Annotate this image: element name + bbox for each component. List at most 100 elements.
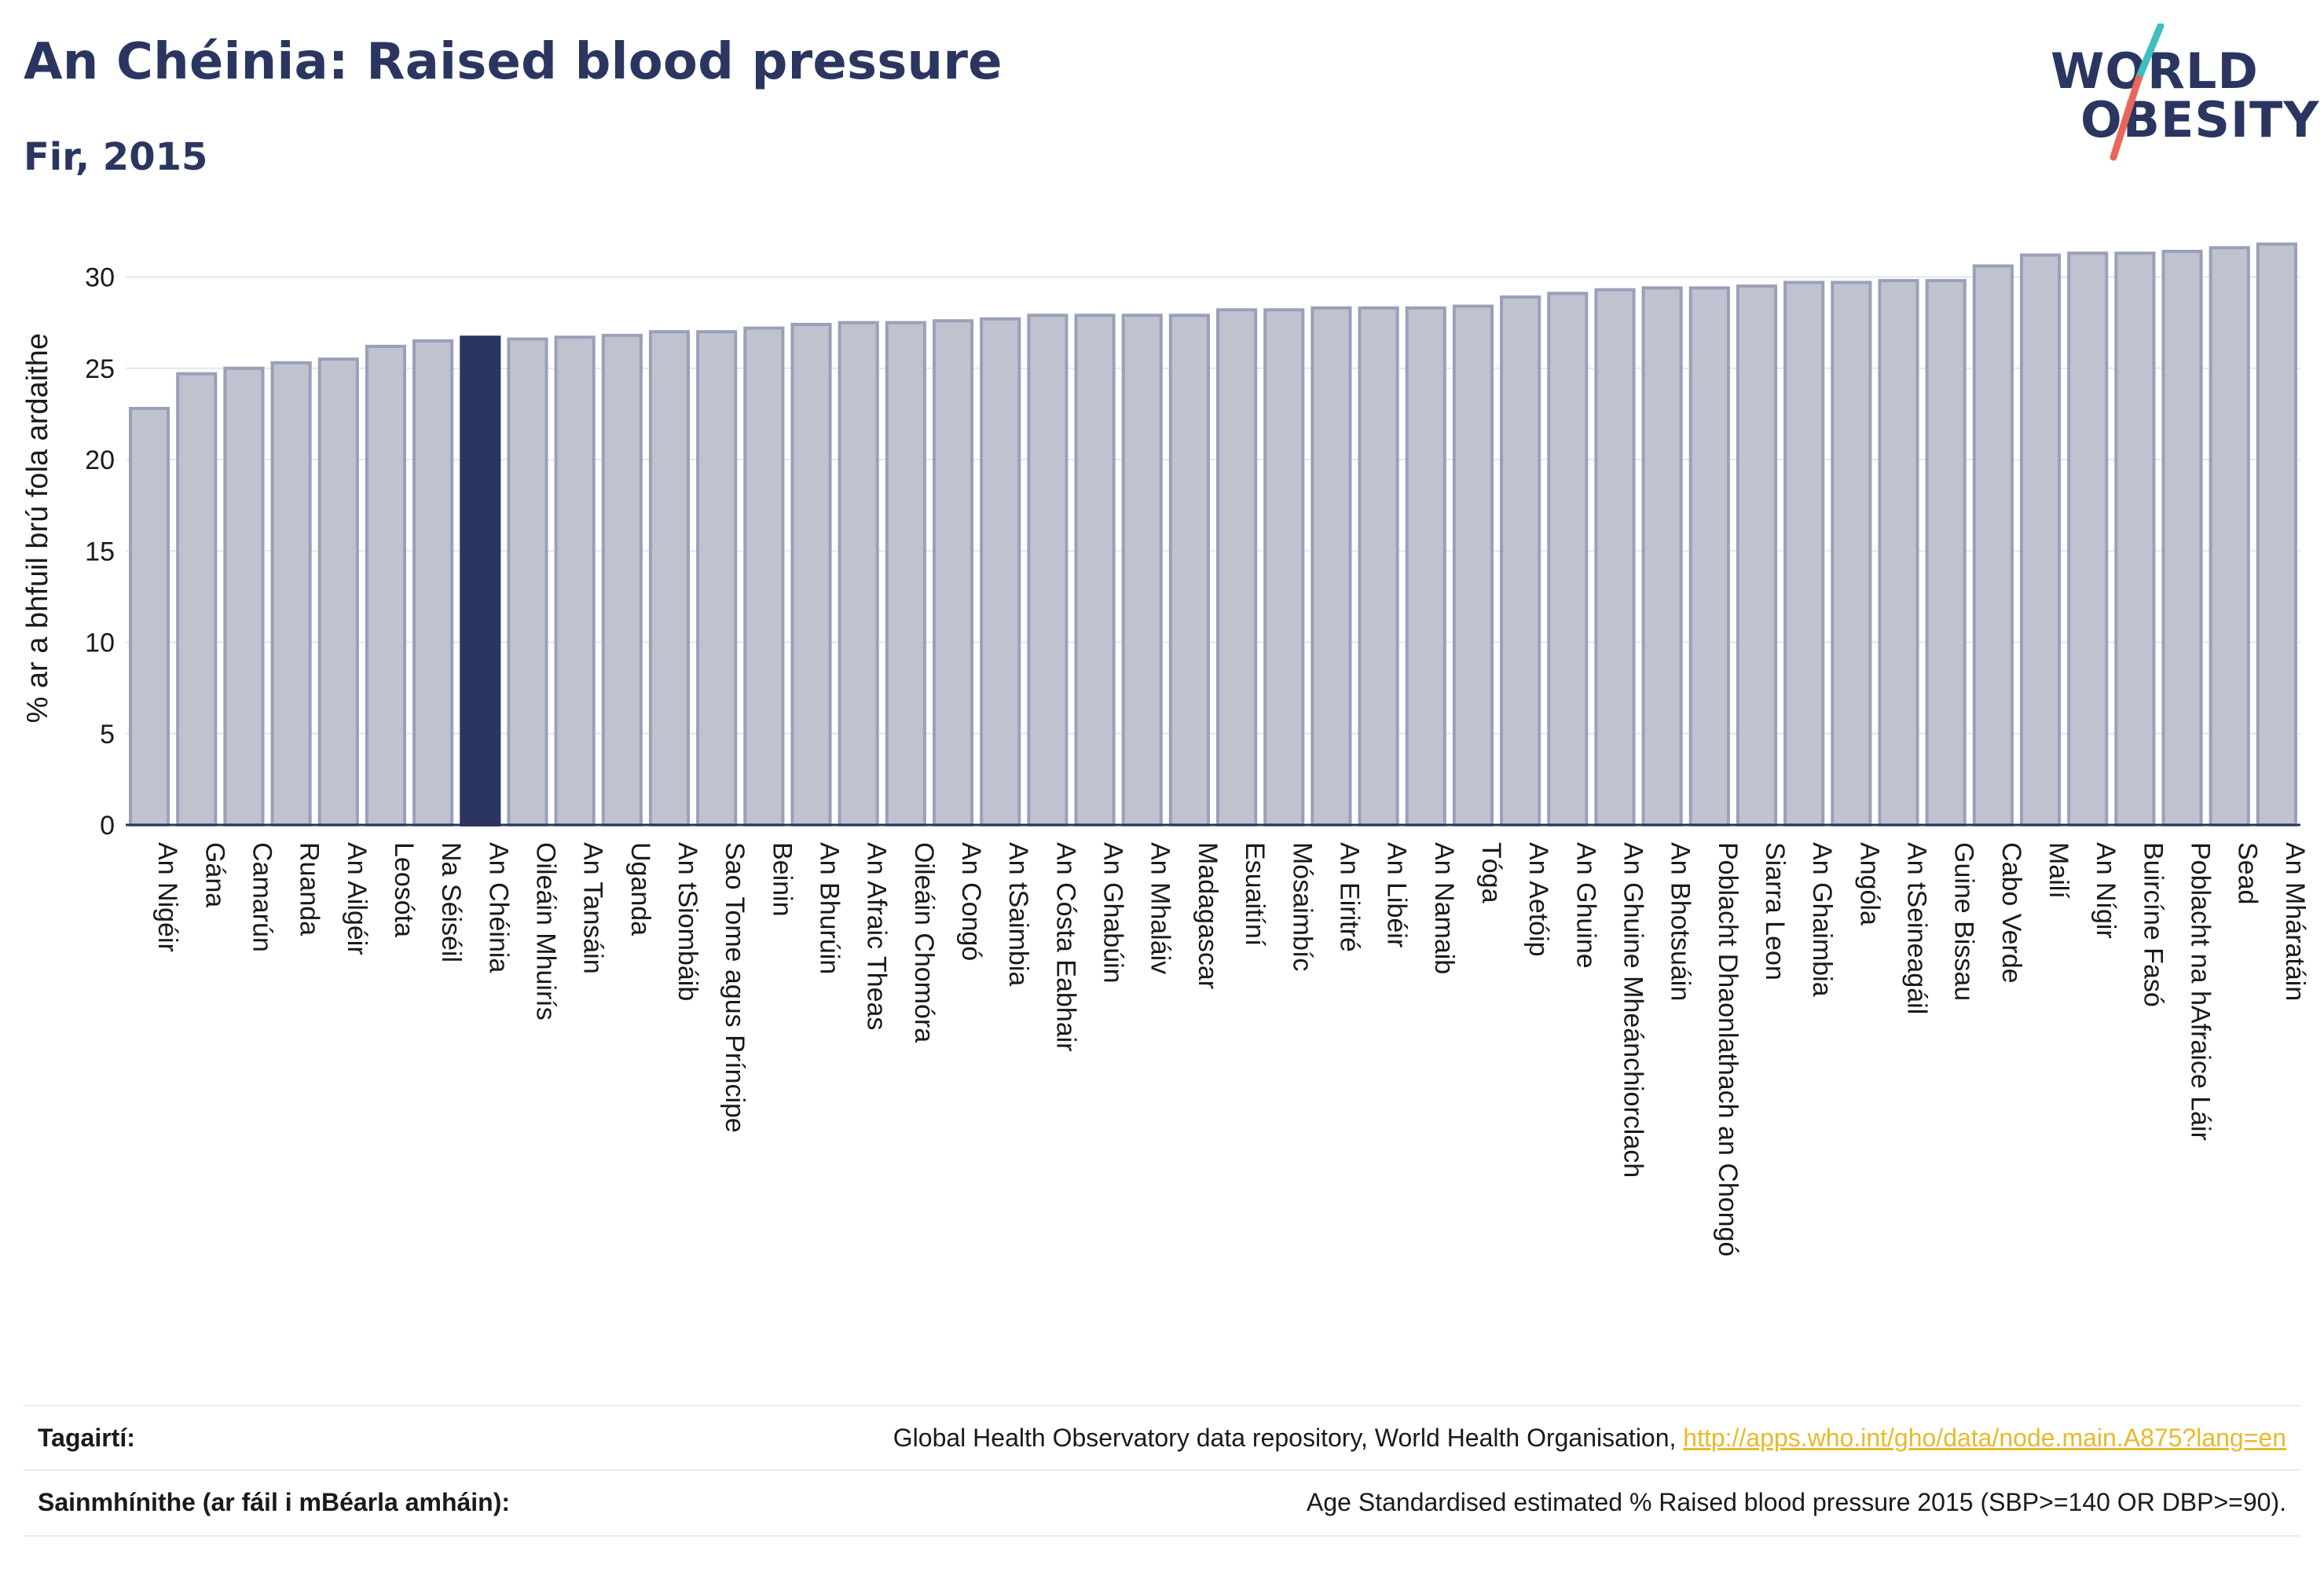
x-tick-label: An Namaib bbox=[1429, 842, 1459, 974]
bar bbox=[1027, 313, 1069, 826]
references-text: Global Health Observatory data repositor… bbox=[893, 1424, 1684, 1452]
definitions-text: Age Standardised estimated % Raised bloo… bbox=[1307, 1488, 2286, 1516]
bar bbox=[2114, 251, 2156, 826]
bar bbox=[507, 337, 548, 827]
x-tick-label: Leosóta bbox=[389, 842, 419, 937]
bar bbox=[554, 335, 596, 827]
bar-highlight bbox=[460, 335, 501, 827]
definitions-label: Sainmhínithe (ar fáil i mBéarla amháin): bbox=[38, 1488, 511, 1516]
bar bbox=[1547, 291, 1589, 827]
x-tick-label: An Ghuine Mheánchiorclach bbox=[1618, 842, 1648, 1178]
bar bbox=[1925, 279, 1967, 826]
bar bbox=[1688, 286, 1730, 826]
x-tick-label: Guine Bissau bbox=[1949, 842, 1979, 1001]
bar bbox=[743, 326, 785, 827]
bars bbox=[129, 242, 2297, 827]
bar bbox=[980, 317, 1021, 827]
references-value: Global Health Observatory data repositor… bbox=[893, 1424, 2286, 1453]
x-tick-label: An Mháratáin bbox=[2280, 842, 2310, 1001]
x-tick-label: An Congó bbox=[956, 842, 986, 961]
x-tick-label: Siarra Leon bbox=[1760, 842, 1790, 980]
bar bbox=[1783, 280, 1825, 827]
x-tick-label: An Cósta Eabhair bbox=[1050, 842, 1080, 1052]
references-row: Tagairtí: Global Health Observatory data… bbox=[24, 1405, 2300, 1471]
x-tick-label: Mailí bbox=[2044, 842, 2073, 899]
bar bbox=[317, 357, 359, 826]
x-tick-label: Na Séiséil bbox=[436, 842, 466, 962]
x-tick-label: An tSeineagáil bbox=[1902, 842, 1932, 1014]
chart-subtitle: Fir, 2015 bbox=[24, 135, 208, 179]
x-tick-label: An Tansáin bbox=[578, 842, 608, 974]
bar bbox=[1310, 306, 1352, 826]
x-tick-label: An Bhotsuáin bbox=[1666, 842, 1695, 1001]
x-tick-label: Angóla bbox=[1854, 842, 1884, 925]
bar bbox=[1405, 306, 1446, 826]
x-tick-label: Gána bbox=[200, 842, 229, 907]
bar-chart: 0 5 10 15 20 25 30 An Nigéir Gána Camarún Ruanda An… bbox=[21, 242, 2310, 1257]
x-tick-label: An Ghaimbia bbox=[1807, 842, 1837, 997]
bar bbox=[1831, 280, 1872, 827]
bar bbox=[412, 339, 454, 826]
x-tick-label: An Bhurúin bbox=[815, 842, 845, 974]
bar bbox=[129, 406, 170, 826]
x-tick-label: An Eiritré bbox=[1334, 842, 1364, 952]
references-link[interactable]: http://apps.who.int/gho/data/node.main.A… bbox=[1683, 1424, 2286, 1452]
y-tick-label: 5 bbox=[100, 720, 115, 750]
bar bbox=[1594, 288, 1636, 826]
x-tick-label: An tSaimbia bbox=[1003, 842, 1033, 986]
x-tick-label: Esuaitíní bbox=[1240, 842, 1270, 947]
bar bbox=[1263, 308, 1305, 827]
bar bbox=[696, 330, 738, 826]
y-axis-label: % ar a bhfuil brú fola ardaithe bbox=[21, 333, 54, 723]
bar bbox=[838, 321, 879, 826]
bar bbox=[2067, 251, 2109, 826]
x-tick-label: An Libéir bbox=[1382, 842, 1412, 947]
bar bbox=[365, 344, 407, 827]
references-label: Tagairtí: bbox=[38, 1424, 135, 1452]
x-tick-label: Oileáin Mhuirís bbox=[530, 842, 560, 1021]
bar bbox=[2019, 253, 2062, 827]
bar bbox=[648, 330, 691, 826]
y-tick-label: 15 bbox=[85, 537, 115, 566]
logo-slash-icon bbox=[2110, 24, 2165, 161]
x-tick-label: Mósaimbíc bbox=[1287, 842, 1317, 971]
chart-title: An Chéinia: Raised blood pressure bbox=[24, 33, 1003, 91]
x-tick-label: Camarún bbox=[247, 842, 277, 952]
bar bbox=[885, 321, 926, 826]
x-tick-label: An Aetóip bbox=[1523, 842, 1553, 957]
x-tick-label: Sao Tome agus Príncipe bbox=[720, 842, 750, 1133]
y-tick-label: 25 bbox=[85, 354, 115, 384]
x-tick-label: Beinin bbox=[767, 842, 797, 917]
axes: 0 5 10 15 20 25 30 An Nigéir Gána Camarún Ruanda An… bbox=[85, 263, 2310, 1257]
x-tick-label: Oileáin Chomóra bbox=[909, 842, 939, 1043]
x-tick-label: An tSiombáib bbox=[673, 842, 702, 1001]
x-tick-label: An Ghuine bbox=[1571, 842, 1600, 969]
x-tick-label: Poblacht na hAfraice Láir bbox=[2186, 842, 2216, 1141]
x-tick-label: Uganda bbox=[625, 842, 655, 936]
x-tick-label: Tóga bbox=[1476, 842, 1506, 903]
bar bbox=[1500, 295, 1541, 826]
bar bbox=[1972, 264, 2014, 827]
x-tick-label: An Nígir bbox=[2091, 842, 2121, 939]
x-tick-label: Poblacht Dhaonlathach an Chongó bbox=[1713, 842, 1743, 1256]
bar bbox=[270, 361, 312, 826]
bar bbox=[1878, 279, 1919, 826]
bar bbox=[1168, 313, 1210, 826]
x-tick-label: An Chéinia bbox=[483, 842, 513, 973]
x-tick-label: Madagascar bbox=[1193, 842, 1222, 989]
definitions-row: Sainmhínithe (ar fáil i mBéarla amháin):… bbox=[24, 1469, 2300, 1537]
bar bbox=[1641, 286, 1683, 826]
bar bbox=[1216, 308, 1258, 827]
bar bbox=[2256, 242, 2297, 826]
bar bbox=[1736, 284, 1778, 826]
x-tick-label: An Ailgéir bbox=[342, 842, 372, 955]
bar bbox=[1121, 313, 1163, 826]
bar bbox=[176, 372, 218, 827]
y-tick-label: 20 bbox=[85, 445, 115, 475]
x-tick-label: Ruanda bbox=[295, 842, 324, 936]
x-tick-label: Cabo Verde bbox=[1996, 842, 2026, 984]
bar bbox=[1074, 313, 1116, 826]
bar bbox=[790, 322, 832, 826]
world-obesity-logo: WORLD OBESITY bbox=[2051, 24, 2319, 165]
x-tick-label: An Nigéir bbox=[152, 842, 182, 952]
